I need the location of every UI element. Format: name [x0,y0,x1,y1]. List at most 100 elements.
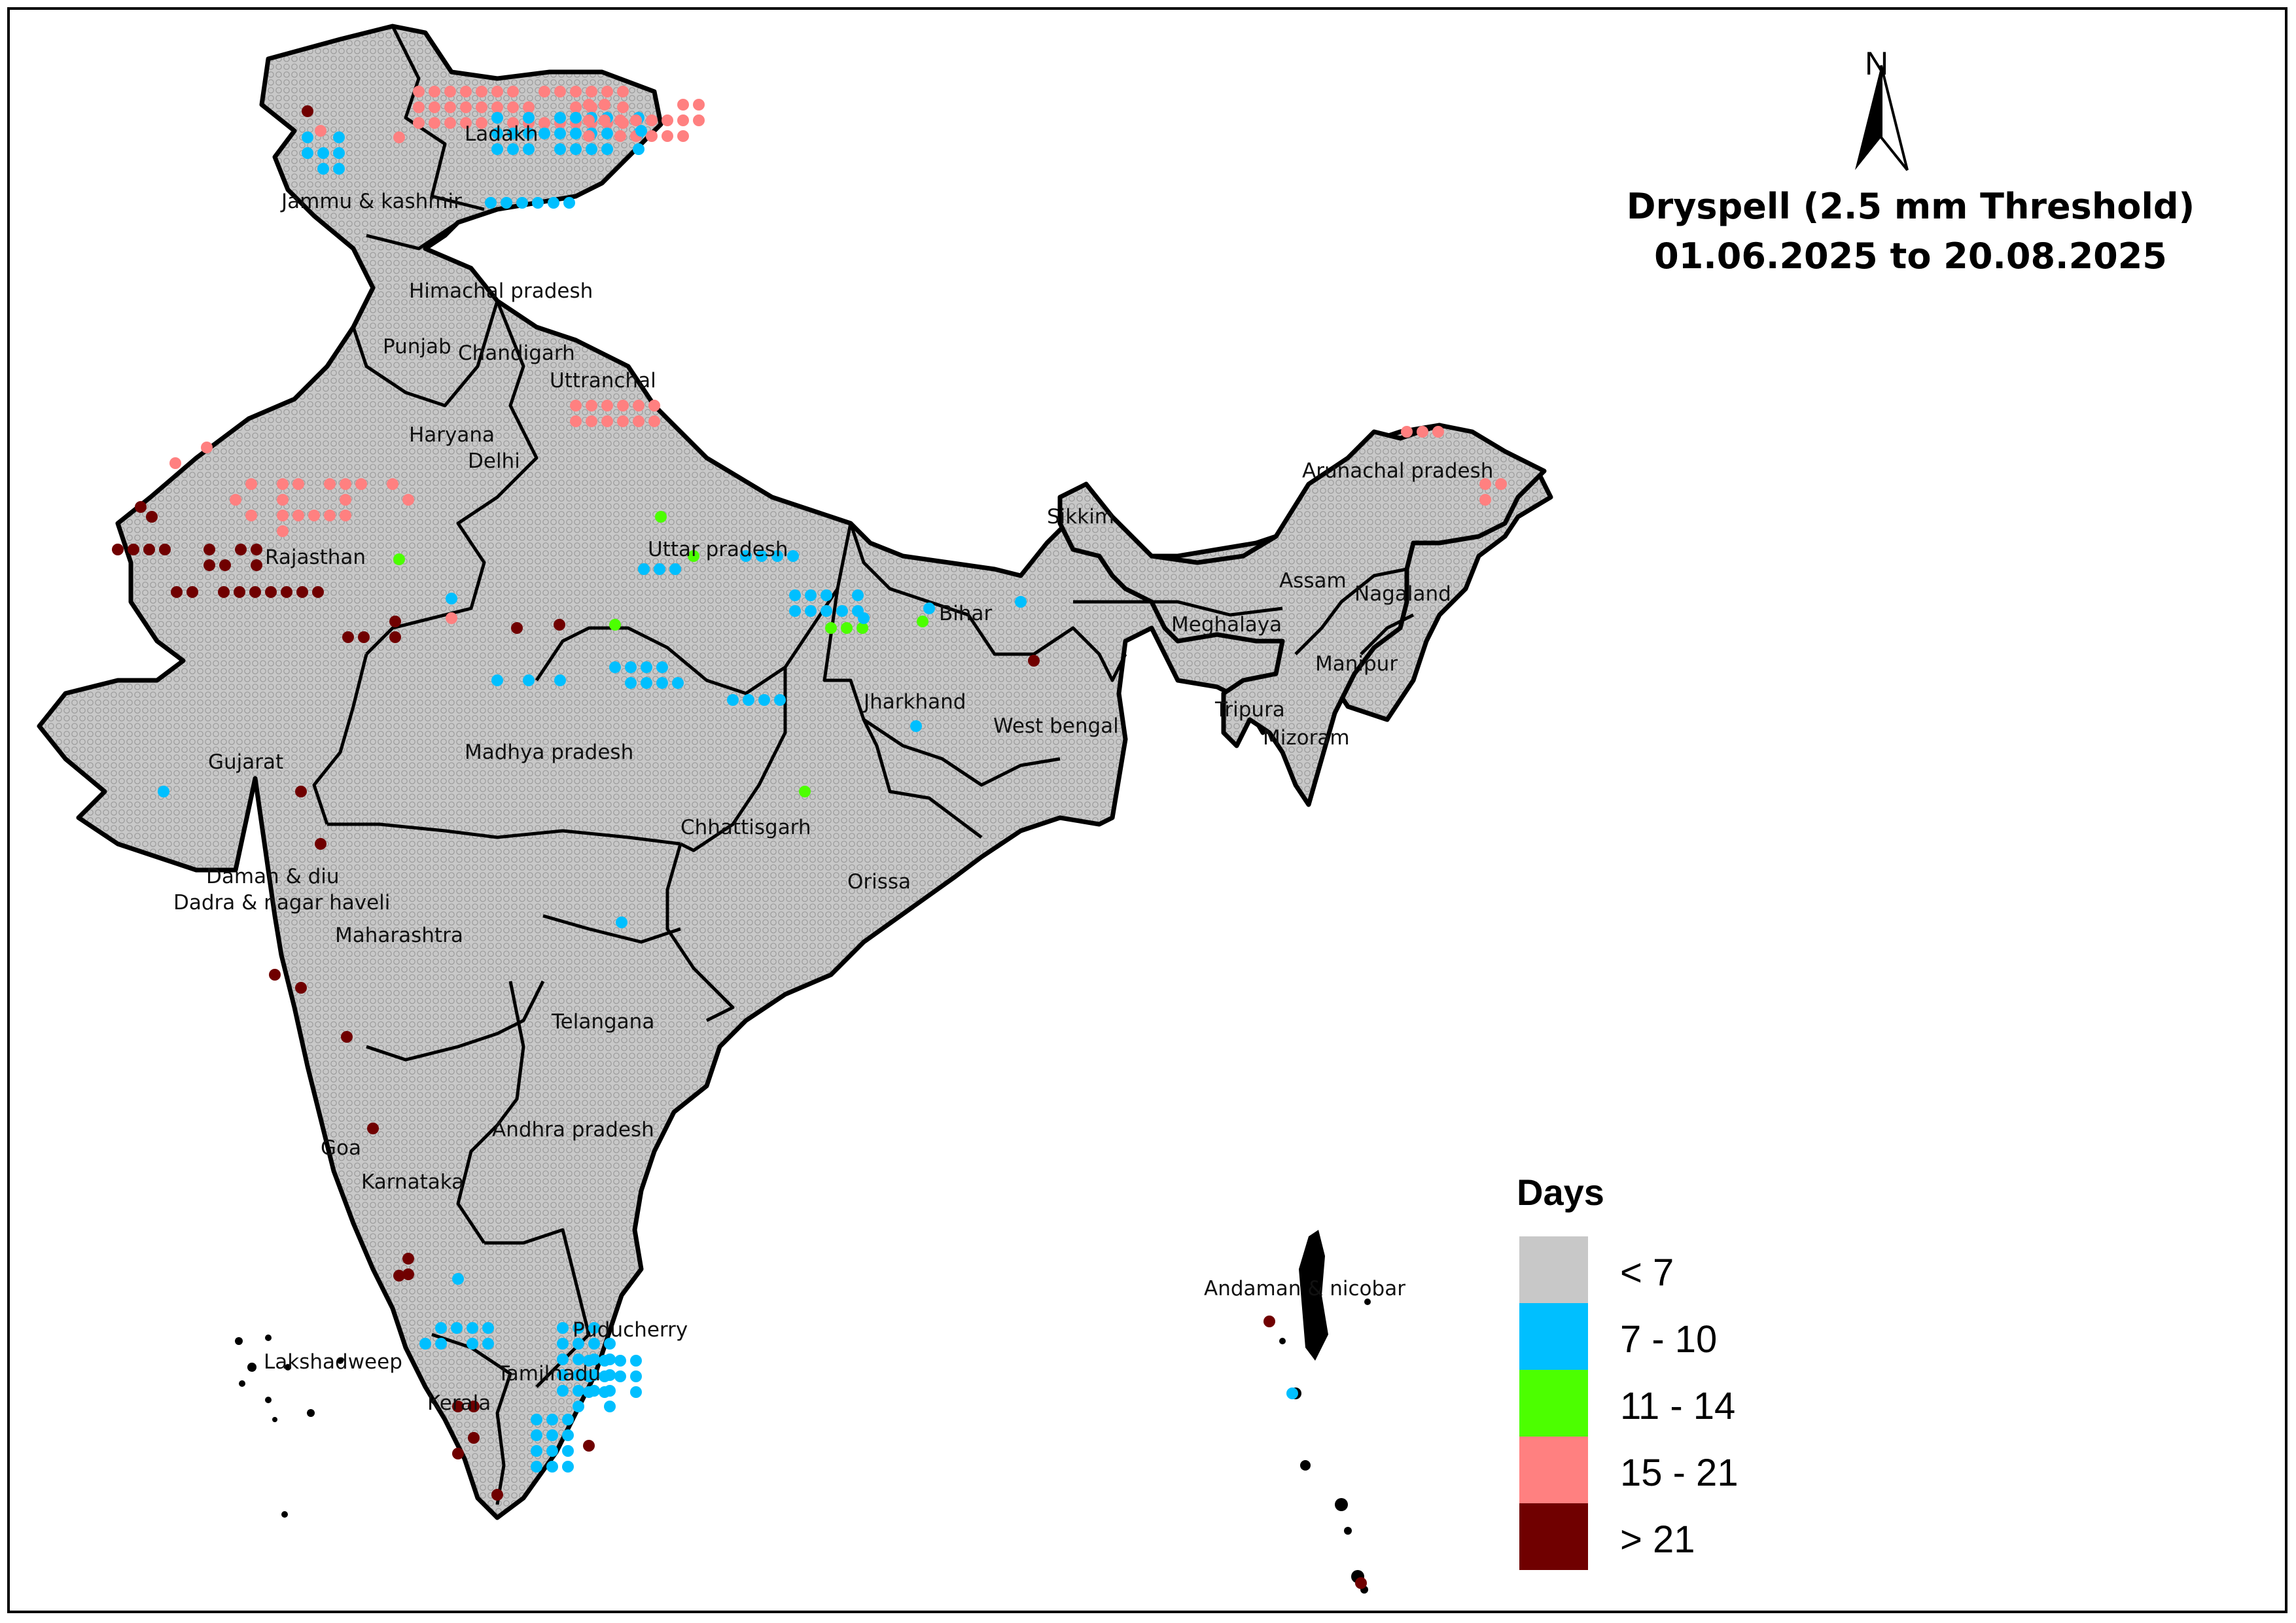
dryspell-marker [825,622,837,634]
dryspell-marker [586,400,597,411]
dryspell-marker [402,1268,414,1280]
dryspell-marker [583,1386,595,1398]
dryspell-marker [588,1322,600,1334]
dryspell-marker [583,1440,595,1452]
dryspell-marker [523,674,535,686]
dryspell-marker [281,586,292,598]
dryspell-marker [588,1338,600,1350]
dryspell-marker [1417,426,1428,438]
dryspell-marker [648,400,660,411]
dryspell-marker [625,677,637,689]
dryspell-marker [523,143,535,155]
dryspell-marker [601,400,613,411]
legend-swatch [1519,1437,1588,1503]
state-label-mizoram: Mizoram [1263,726,1350,750]
dryspell-marker [1401,426,1413,438]
state-label-meghalaya: Meghalaya [1171,613,1282,637]
dryspell-marker [562,1429,574,1441]
legend-item-lt7: < 7 [1519,1236,1807,1303]
dryspell-marker [546,1461,558,1473]
dryspell-marker [531,1445,542,1457]
dryspell-marker [245,478,257,490]
state-label-haryana: Haryana [409,423,495,447]
dryspell-marker [917,616,928,627]
dryspell-marker [516,197,528,209]
dryspell-marker [614,1370,626,1382]
legend-label: 15 - 21 [1620,1452,1739,1494]
dryspell-marker [452,1273,464,1285]
dryspell-marker [573,1353,584,1365]
dryspell-marker [539,117,550,129]
dryspell-marker [491,1489,503,1501]
dryspell-marker [358,631,370,643]
dryspell-marker [355,478,367,490]
state-label-andaman: Andaman & nicobar [1204,1277,1405,1300]
dryspell-marker [601,128,613,139]
dryspell-marker [554,86,566,97]
dryspell-marker [677,99,689,111]
dryspell-marker [341,1031,353,1043]
india-mainland [37,24,1553,1520]
dryspell-marker [460,101,472,113]
legend-item-15-21: 15 - 21 [1519,1437,1807,1503]
dryspell-marker [186,586,198,598]
dryspell-marker [531,1461,542,1473]
state-label-goa: Goa [321,1136,361,1160]
dryspell-marker [468,1432,480,1444]
dryspell-marker [554,143,566,155]
dryspell-marker [656,661,668,673]
dryspell-marker [531,1429,542,1441]
dryspell-marker [491,143,503,155]
dryspell-marker [251,559,262,571]
dryspell-marker [641,661,652,673]
state-label-arunachal: Arunachal pradesh [1302,459,1493,483]
dryspell-marker [546,1445,558,1457]
dryspell-marker [501,197,512,209]
dryspell-marker [1479,478,1491,490]
legend-swatch [1519,1303,1588,1370]
dryspell-marker [570,86,582,97]
dryspell-marker [435,1338,447,1350]
state-label-tamilnadu: Tamilnadu [497,1362,601,1386]
dryspell-marker [452,1448,464,1459]
dryspell-marker [557,1369,569,1381]
dryspell-marker [573,1401,584,1412]
state-label-dadra: Dadra & nagar haveli [173,891,390,915]
dryspell-marker [727,694,739,706]
dryspell-marker [413,101,425,113]
dryspell-marker [586,415,597,427]
dryspell-marker [617,101,629,113]
legend-label: 7 - 10 [1620,1318,1718,1361]
dryspell-marker [554,112,566,124]
state-label-hp: Himachal pradesh [409,279,593,303]
dryspell-marker [444,101,456,113]
dryspell-marker [625,661,637,673]
dryspell-marker [402,1253,414,1265]
dryspell-marker [158,786,169,797]
dryspell-marker [491,86,503,97]
dryspell-marker [583,99,595,111]
dryspell-marker [599,1355,610,1367]
state-label-ap: Andhra pradesh [492,1118,654,1142]
dryspell-marker [429,86,440,97]
dryspell-marker [617,415,629,427]
state-label-punjab: Punjab [383,335,451,358]
dryspell-marker [688,550,699,562]
dryspell-marker [1355,1577,1367,1589]
dryspell-marker [562,1461,574,1473]
dryspell-marker [1432,426,1444,438]
state-label-puducherry: Puducherry [573,1318,688,1342]
dryspell-marker [218,586,230,598]
dryspell-marker [317,147,329,159]
state-label-nagaland: Nagaland [1354,582,1451,606]
dryspell-marker [367,1123,379,1134]
dryspell-marker [601,415,613,427]
dryspell-marker [413,117,425,129]
dryspell-marker [570,101,582,113]
map-title-line1: Dryspell (2.5 mm Threshold) [1626,186,2195,227]
state-label-uttaranchal: Uttranchal [550,369,656,393]
dryspell-marker [452,1401,464,1412]
dryspell-marker [630,1355,642,1367]
dryspell-marker [633,143,645,155]
